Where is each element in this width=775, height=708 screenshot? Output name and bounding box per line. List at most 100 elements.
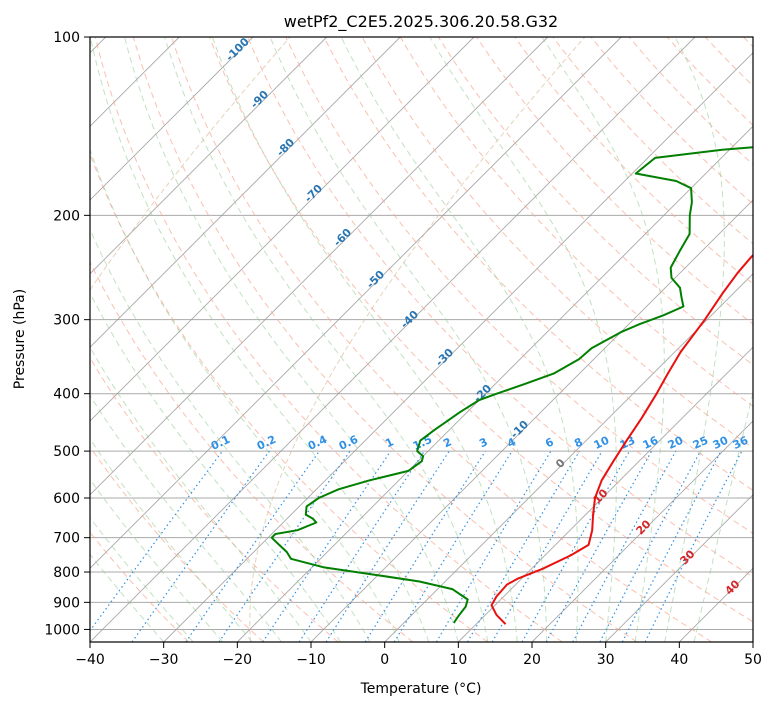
isotherm-line	[90, 37, 622, 569]
moist-adiabat-line	[90, 148, 400, 642]
mixing-ratio-line	[644, 450, 743, 642]
dry-adiabat-line	[90, 531, 190, 642]
temperature-profile-line	[490, 254, 753, 625]
y-tick-label: 100	[53, 30, 80, 46]
y-tick-label: 200	[53, 208, 80, 224]
x-tick-label: 0	[380, 652, 389, 668]
moist-adiabat-line	[269, 37, 548, 642]
dry-adiabat-line	[704, 37, 753, 87]
y-tick-label: 400	[53, 387, 80, 403]
moist-adiabat-line	[664, 37, 725, 642]
moist-adiabat-line	[693, 390, 753, 642]
dry-adiabat-label: -30	[433, 346, 456, 369]
moist-adiabat-line	[90, 516, 194, 642]
mixing-ratio-label: 0.4	[306, 433, 329, 453]
profile-series	[270, 146, 753, 625]
moist-adiabat-line	[90, 37, 430, 642]
isotherm-line	[531, 420, 753, 642]
moist-adiabat-line	[90, 346, 312, 642]
mixing-ratio-label: 36	[731, 434, 751, 452]
mixing-ratio-line	[466, 450, 580, 642]
dry-adiabat-line	[170, 37, 712, 642]
dry-adiabat-line	[552, 37, 753, 245]
mixing-ratio-line	[131, 450, 270, 642]
y-axis: 100 200 300 400 500 600 700 800 900 1000	[44, 30, 90, 638]
moist-adiabat-label: 40	[723, 577, 743, 597]
x-tick-label: −10	[296, 652, 326, 668]
isotherm-line	[236, 125, 753, 642]
isotherm-line	[605, 494, 753, 642]
mixing-ratio-label: 0.1	[209, 433, 232, 453]
x-axis-label: Temperature (°C)	[360, 681, 482, 697]
x-tick-label: −20	[223, 652, 253, 668]
moist-adiabat-line	[124, 37, 459, 642]
isotherm-line	[678, 567, 753, 642]
mixing-ratio-label: 1.5	[411, 433, 434, 453]
moist-adiabat-line	[429, 37, 617, 642]
mixing-ratio-label: 3	[477, 435, 489, 450]
dry-adiabat-label: -60	[331, 226, 354, 249]
dry-adiabat-line	[590, 37, 753, 205]
moist-adiabat-line	[90, 292, 341, 642]
dewpoint-profile-line	[270, 146, 753, 624]
x-tick-label: 10	[449, 652, 467, 668]
mixing-ratio-label: 0.2	[255, 433, 278, 453]
x-axis: −40 −30 −20 −10 0 10 20 30 40 50	[75, 642, 762, 668]
chart-title: wetPf2_C2E5.2025.306.20.58.G32	[284, 12, 558, 32]
dry-adiabat-line	[285, 37, 753, 535]
mixing-ratio-label: 0.6	[337, 433, 360, 453]
mixing-ratio-line	[325, 450, 450, 642]
mixing-ratio-label: 16	[641, 434, 661, 452]
mixing-ratio-line	[90, 450, 223, 632]
dry-adiabat-line	[475, 37, 753, 325]
isotherm-line	[384, 273, 753, 642]
dry-adiabat-label: -100	[223, 35, 252, 64]
isotherm-line	[90, 37, 401, 348]
x-tick-label: 50	[744, 652, 762, 668]
isotherm-line	[752, 641, 753, 642]
mixing-ratio-line	[545, 450, 653, 642]
isotherm-line	[90, 37, 254, 201]
dry-adiabat-label: -40	[398, 308, 421, 331]
moist-adiabat-line	[90, 478, 223, 642]
isotherm-line	[90, 37, 328, 275]
y-tick-label: 1000	[44, 622, 80, 638]
moist-adiabat-line	[541, 37, 665, 642]
dry-adiabat-line	[628, 37, 753, 166]
isotherm-line	[90, 37, 475, 422]
dry-adiabat-label: -50	[364, 268, 387, 291]
mixing-ratio-line	[572, 450, 677, 642]
moist-adiabat-label: 30	[678, 547, 698, 567]
x-tick-label: 30	[597, 652, 615, 668]
mixing-ratio-line	[599, 450, 702, 642]
moist-adiabat-line	[90, 438, 253, 642]
dry-adiabat-label: -20	[471, 382, 494, 405]
mixing-ratio-line	[521, 450, 631, 642]
moist-adiabat-line	[211, 37, 518, 642]
mixing-ratio-line	[364, 450, 486, 642]
x-tick-label: −30	[149, 652, 179, 668]
mixing-ratio-line	[185, 450, 320, 642]
dry-adiabat-line	[90, 152, 488, 642]
y-tick-label: 300	[53, 313, 80, 329]
y-tick-label: 600	[53, 491, 80, 507]
dry-adiabat-label: -80	[274, 136, 297, 159]
dry-adiabat-line	[90, 356, 339, 642]
dry-adiabat-line	[94, 37, 563, 642]
isotherm-line	[90, 37, 549, 496]
y-tick-label: 900	[53, 595, 80, 611]
dry-adiabat-line	[742, 37, 753, 48]
dry-adiabat-line	[247, 37, 753, 578]
dry-adiabat-label: -90	[248, 88, 271, 111]
mixing-ratio-line	[262, 450, 392, 642]
mixing-ratio-label: 8	[572, 435, 584, 450]
y-tick-label: 700	[53, 531, 80, 547]
y-tick-label: 500	[53, 444, 80, 460]
plot-frame	[89, 36, 754, 643]
mixing-ratio-line	[435, 450, 552, 642]
dry-adiabat-line	[361, 37, 753, 449]
x-tick-label: −40	[75, 652, 105, 668]
isotherm-line	[163, 52, 753, 642]
